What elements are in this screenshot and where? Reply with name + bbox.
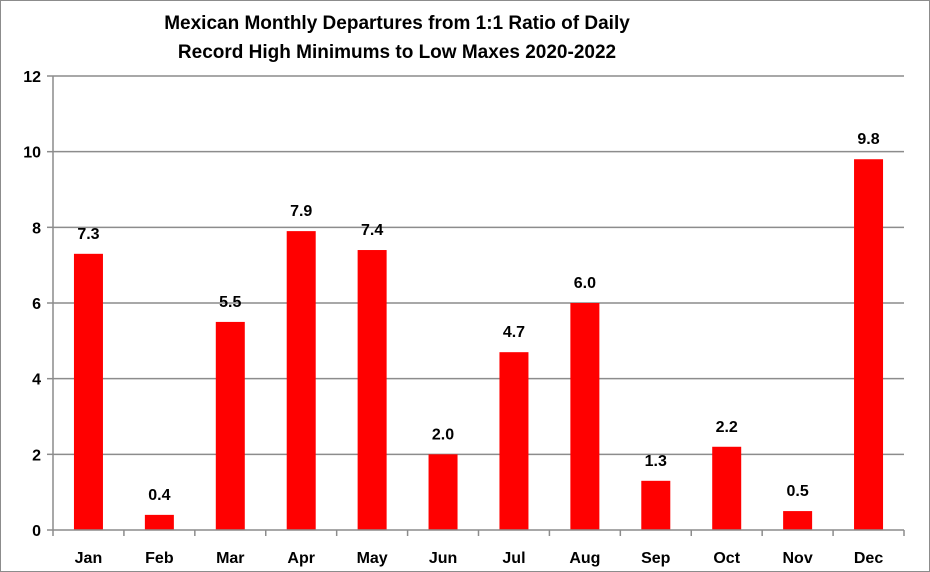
- data-label-aug: 6.0: [574, 275, 596, 292]
- bar-nov: [783, 511, 813, 530]
- bar-feb: [144, 514, 174, 530]
- bar-mar: [215, 321, 245, 530]
- bar-aug: [570, 303, 600, 530]
- chart-title-line-2: Record High Minimums to Low Maxes 2020-2…: [178, 42, 616, 63]
- bar-apr: [286, 231, 316, 530]
- x-tick-label-jul: Jul: [502, 550, 525, 567]
- chart-title-line-1: Mexican Monthly Departures from 1:1 Rati…: [164, 13, 630, 34]
- x-tick-label-oct: Oct: [713, 550, 740, 567]
- x-tick-label-dec: Dec: [854, 550, 883, 567]
- x-tick-label-aug: Aug: [569, 550, 600, 567]
- x-tick-label-jan: Jan: [75, 550, 103, 567]
- x-tick-label-feb: Feb: [145, 550, 174, 567]
- bar-jun: [428, 454, 458, 530]
- y-tick-label-10: 10: [23, 145, 41, 162]
- gridlines: [47, 75, 904, 531]
- data-label-oct: 2.2: [716, 419, 738, 436]
- x-tick-label-mar: Mar: [216, 550, 244, 567]
- data-label-jul: 4.7: [503, 324, 525, 341]
- x-tick-label-apr: Apr: [287, 550, 315, 567]
- data-label-apr: 7.9: [290, 203, 312, 220]
- y-tick-label-6: 6: [32, 296, 41, 313]
- y-tick-label-12: 12: [23, 69, 41, 86]
- data-label-jun: 2.0: [432, 426, 454, 443]
- data-label-dec: 9.8: [857, 131, 879, 148]
- data-label-feb: 0.4: [148, 487, 170, 504]
- y-tick-label-0: 0: [32, 523, 41, 540]
- labels: 0 2 4 6 8 10 12 7.3 Jan 0.4 Feb 5.5 Mar 7.9 Apr 7.4 May 2…: [23, 69, 883, 567]
- bar-jan: [73, 253, 103, 531]
- bar-sep: [641, 480, 671, 530]
- y-tick-label-8: 8: [32, 220, 41, 237]
- bars: [73, 159, 884, 531]
- x-tick-label-jun: Jun: [429, 550, 457, 567]
- data-label-jan: 7.3: [77, 226, 99, 243]
- bar-jul: [499, 352, 529, 530]
- y-tick-label-2: 2: [32, 447, 41, 464]
- bar-oct: [712, 446, 742, 530]
- x-tick-label-may: May: [357, 550, 388, 567]
- bar-dec: [854, 159, 884, 530]
- x-tick-label-sep: Sep: [641, 550, 671, 567]
- y-tick-label-4: 4: [32, 372, 41, 389]
- data-label-sep: 1.3: [645, 453, 667, 470]
- axes: [52, 76, 905, 536]
- bar-may: [357, 250, 387, 531]
- data-label-may: 7.4: [361, 222, 383, 239]
- data-label-mar: 5.5: [219, 294, 241, 311]
- x-tick-label-nov: Nov: [783, 550, 813, 567]
- data-label-nov: 0.5: [787, 483, 809, 500]
